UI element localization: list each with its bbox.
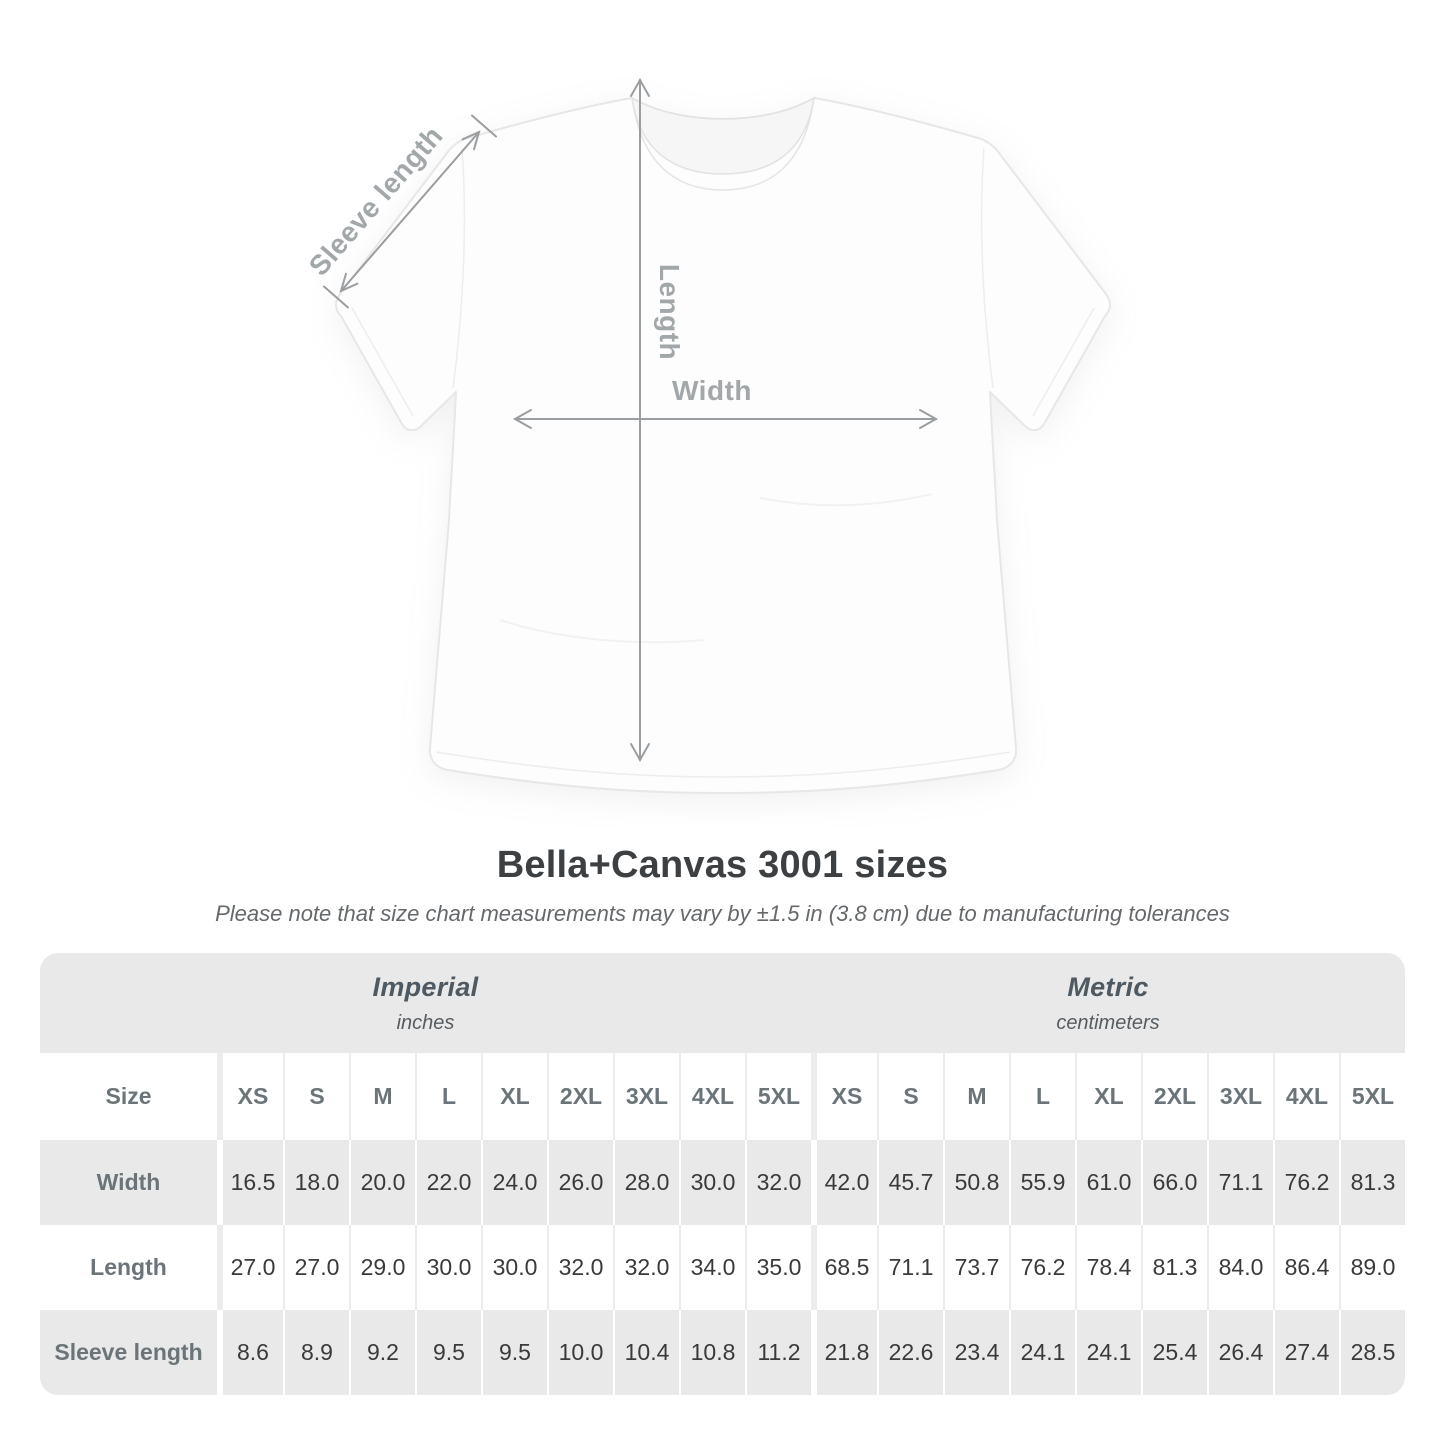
- value-cell: 21.8: [811, 1310, 877, 1395]
- row-label: Width: [96, 1169, 161, 1195]
- value-cell: 29.0: [349, 1225, 415, 1310]
- value-cell: 84.0: [1207, 1225, 1273, 1310]
- unit-group-header-row: Imperial inches Metric centimeters: [40, 953, 1405, 1053]
- sleeve-length-arrow: [340, 131, 480, 292]
- imperial-unit: inches: [396, 1011, 455, 1034]
- measurement-row: Length 27.0 27.0 29.0 30.0 30.0 32.0 32.0 34.0 35…: [40, 1225, 1405, 1310]
- measurement-row: Sleeve length 8.6 8.9 9.2 9.5 9.5 10.0 10.4 10.8…: [40, 1310, 1405, 1395]
- value-cell: 22.6: [877, 1310, 943, 1395]
- size-row-label: Size: [105, 1083, 152, 1109]
- value-cell: 28.5: [1339, 1310, 1405, 1395]
- value-cell: 24.0: [481, 1140, 547, 1225]
- size-column-header: 2XL: [547, 1053, 613, 1140]
- imperial-group-header: Imperial inches: [40, 953, 811, 1053]
- size-column-header: L: [415, 1053, 481, 1140]
- value-cell: 16.5: [217, 1140, 283, 1225]
- value-cell: 76.2: [1273, 1140, 1339, 1225]
- value-cell: 34.0: [679, 1225, 745, 1310]
- value-cell: 71.1: [877, 1225, 943, 1310]
- value-cell: 81.3: [1339, 1140, 1405, 1225]
- size-column-header: 5XL: [1339, 1053, 1405, 1140]
- value-cell: 24.1: [1009, 1310, 1075, 1395]
- value-cell: 30.0: [481, 1225, 547, 1310]
- value-cell: 9.2: [349, 1310, 415, 1395]
- value-cell: 35.0: [745, 1225, 811, 1310]
- size-column-header: XL: [481, 1053, 547, 1140]
- value-cell: 66.0: [1141, 1140, 1207, 1225]
- value-cell: 22.0: [415, 1140, 481, 1225]
- value-cell: 18.0: [283, 1140, 349, 1225]
- size-header-row: Size XS S M L XL 2XL 3XL 4XL 5XL XS S M L XL 2XL 3XL 4XL 5…: [40, 1053, 1405, 1140]
- value-cell: 32.0: [613, 1225, 679, 1310]
- value-cell: 61.0: [1075, 1140, 1141, 1225]
- value-cell: 71.1: [1207, 1140, 1273, 1225]
- size-column-header: S: [877, 1053, 943, 1140]
- value-cell: 10.0: [547, 1310, 613, 1395]
- metric-group-header: Metric centimeters: [811, 953, 1405, 1053]
- size-column-header: 5XL: [745, 1053, 811, 1140]
- value-cell: 9.5: [415, 1310, 481, 1395]
- metric-unit: centimeters: [1056, 1011, 1160, 1034]
- size-column-header: XL: [1075, 1053, 1141, 1140]
- value-cell: 55.9: [1009, 1140, 1075, 1225]
- size-chart-table: Imperial inches Metric centimeters Size X…: [40, 953, 1405, 1395]
- value-cell: 45.7: [877, 1140, 943, 1225]
- value-cell: 27.0: [283, 1225, 349, 1310]
- value-cell: 28.0: [613, 1140, 679, 1225]
- value-cell: 26.4: [1207, 1310, 1273, 1395]
- size-column-header: 4XL: [1273, 1053, 1339, 1140]
- value-cell: 68.5: [811, 1225, 877, 1310]
- width-label: Width: [672, 375, 752, 406]
- value-cell: 26.0: [547, 1140, 613, 1225]
- value-cell: 8.9: [283, 1310, 349, 1395]
- value-cell: 9.5: [481, 1310, 547, 1395]
- value-cell: 78.4: [1075, 1225, 1141, 1310]
- value-cell: 32.0: [547, 1225, 613, 1310]
- size-column-header: M: [349, 1053, 415, 1140]
- page-subtitle: Please note that size chart measurements…: [215, 901, 1230, 926]
- value-cell: 42.0: [811, 1140, 877, 1225]
- value-cell: 25.4: [1141, 1310, 1207, 1395]
- tshirt-illustration: [335, 96, 1111, 794]
- value-cell: 20.0: [349, 1140, 415, 1225]
- value-cell: 24.1: [1075, 1310, 1141, 1395]
- value-cell: 81.3: [1141, 1225, 1207, 1310]
- tshirt-measurement-figure: Sleeve length Length Width: [303, 77, 1111, 794]
- page-title: Bella+Canvas 3001 sizes: [496, 844, 949, 886]
- measurement-arrows: [323, 77, 939, 763]
- size-column-header: 3XL: [1207, 1053, 1273, 1140]
- value-cell: 86.4: [1273, 1225, 1339, 1310]
- value-cell: 32.0: [745, 1140, 811, 1225]
- size-column-header: 4XL: [679, 1053, 745, 1140]
- table-body: Width 16.5 18.0 20.0 22.0 24.0 26.0 28.0 30.0 32.…: [40, 1140, 1405, 1395]
- metric-title: Metric: [1067, 971, 1149, 1002]
- size-column-header: XS: [811, 1053, 877, 1140]
- value-cell: 8.6: [217, 1310, 283, 1395]
- value-cell: 23.4: [943, 1310, 1009, 1395]
- row-label: Length: [90, 1254, 167, 1280]
- size-column-header: M: [943, 1053, 1009, 1140]
- size-column-header: 2XL: [1141, 1053, 1207, 1140]
- size-column-header: S: [283, 1053, 349, 1140]
- length-label: Length: [654, 264, 685, 360]
- value-cell: 73.7: [943, 1225, 1009, 1310]
- value-cell: 27.0: [217, 1225, 283, 1310]
- size-column-header: XS: [217, 1053, 283, 1140]
- value-cell: 10.8: [679, 1310, 745, 1395]
- imperial-title: Imperial: [372, 971, 479, 1002]
- measurement-row: Width 16.5 18.0 20.0 22.0 24.0 26.0 28.0 30.0 32.…: [40, 1140, 1405, 1225]
- value-cell: 76.2: [1009, 1225, 1075, 1310]
- size-column-header: L: [1009, 1053, 1075, 1140]
- value-cell: 50.8: [943, 1140, 1009, 1225]
- value-cell: 10.4: [613, 1310, 679, 1395]
- value-cell: 30.0: [679, 1140, 745, 1225]
- row-label: Sleeve length: [54, 1339, 203, 1365]
- size-column-header: 3XL: [613, 1053, 679, 1140]
- value-cell: 89.0: [1339, 1225, 1405, 1310]
- tshirt-diagram: Sleeve length Length Width: [303, 77, 1111, 794]
- value-cell: 27.4: [1273, 1310, 1339, 1395]
- value-cell: 11.2: [745, 1310, 811, 1395]
- value-cell: 30.0: [415, 1225, 481, 1310]
